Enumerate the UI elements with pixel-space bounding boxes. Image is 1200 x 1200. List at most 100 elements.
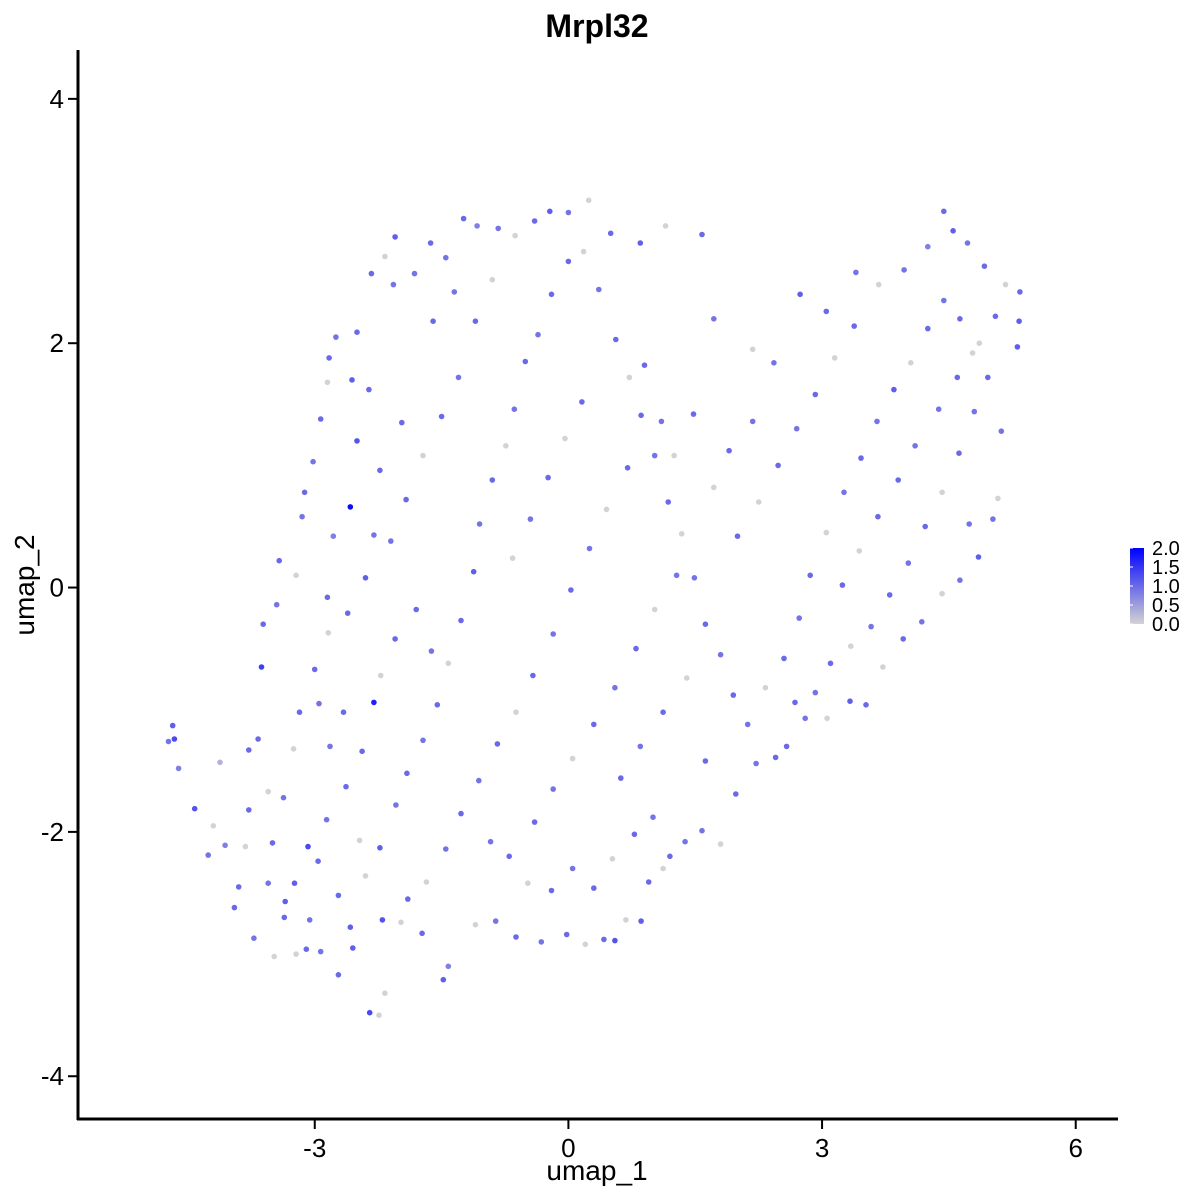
cell-point [905, 560, 912, 566]
cell-point [612, 937, 618, 944]
x-tick-label: 6 [1068, 1133, 1082, 1163]
cell-point [565, 258, 572, 265]
cell-point [354, 329, 360, 336]
cell-point [282, 898, 289, 905]
cell-point [210, 823, 217, 829]
cell-point [420, 452, 426, 459]
cell-point [793, 425, 800, 432]
cell-point [568, 587, 574, 593]
cell-point [711, 316, 717, 322]
cell-point [545, 474, 551, 481]
cell-point [880, 664, 886, 670]
cell-point [333, 334, 339, 340]
cell-point [317, 948, 324, 955]
cell-point [950, 228, 956, 234]
cell-point [255, 736, 261, 742]
cell-point [941, 208, 947, 215]
cell-point [260, 621, 267, 627]
cell-point [538, 939, 545, 945]
cell-point [874, 418, 880, 425]
cell-point [511, 406, 518, 413]
cell-point [377, 467, 383, 474]
y-tick-label: 4 [50, 84, 64, 114]
x-axis-title: umap_1 [546, 1155, 647, 1186]
cell-point [522, 358, 529, 365]
cell-point [327, 743, 333, 750]
cell-point [901, 267, 907, 273]
cell-point [326, 355, 332, 361]
cell-point [347, 924, 354, 930]
cell-point [609, 856, 616, 862]
cell-point [753, 760, 759, 767]
cell-point [434, 702, 441, 708]
cell-point [671, 452, 677, 459]
cell-point [682, 838, 688, 845]
cell-point [548, 887, 555, 894]
cell-point [324, 379, 331, 386]
cell-point [580, 248, 587, 255]
cell-point [847, 698, 853, 704]
cell-point [891, 386, 897, 393]
cell-point [349, 377, 355, 383]
cell-point [851, 323, 857, 329]
cell-point [399, 419, 405, 426]
colorbar-label: 0.0 [1152, 614, 1180, 636]
cell-point [246, 747, 252, 753]
cell-point [487, 838, 494, 845]
cell-point [470, 568, 477, 575]
x-axis-ticks: -3 0 3 6 [303, 1119, 1083, 1163]
cell-point [823, 529, 830, 536]
cell-point [954, 374, 961, 381]
cell-point [601, 936, 607, 943]
cell-point [781, 655, 787, 662]
cell-point [382, 253, 388, 260]
cell-point [445, 963, 452, 970]
cell-point [796, 615, 802, 621]
cell-point [269, 840, 276, 846]
cell-point [868, 623, 874, 630]
cell-point [366, 386, 372, 393]
y-tick-label: 2 [50, 328, 64, 358]
cell-point [350, 945, 356, 951]
colorbar-label: 0.5 [1152, 595, 1180, 617]
cell-point [702, 758, 709, 764]
cell-point [841, 489, 847, 496]
cell-point [293, 951, 299, 957]
cell-point [392, 636, 398, 642]
cell-point [660, 709, 666, 715]
cell-point [717, 841, 724, 847]
cell-point [802, 715, 808, 722]
cell-point [509, 555, 516, 561]
cell-point [440, 976, 447, 983]
cell-point [699, 827, 705, 834]
cell-point [717, 651, 724, 658]
cell-point [445, 660, 452, 667]
y-tick-label: 0 [50, 573, 64, 603]
cell-point [531, 819, 538, 825]
cell-point [650, 814, 656, 820]
cell-point [684, 675, 690, 681]
colorbar-labels: 0.00.51.01.52.0 [1130, 538, 1180, 636]
cell-point [231, 904, 238, 911]
cell-point [783, 743, 790, 750]
cell-point [343, 783, 349, 790]
cell-point [265, 788, 272, 795]
cell-point [749, 418, 756, 425]
cell-point [311, 666, 318, 673]
cell-point [638, 412, 644, 419]
cell-point [427, 240, 434, 246]
cell-point [667, 853, 673, 860]
cell-point [651, 452, 658, 459]
cell-point [310, 458, 316, 465]
cell-point [863, 702, 869, 708]
cell-point [935, 406, 942, 413]
cell-point [807, 572, 813, 579]
cell-point [476, 521, 483, 527]
cell-point [662, 223, 669, 229]
cell-point [550, 786, 556, 792]
cell-point [458, 617, 464, 624]
cell-point [900, 636, 906, 642]
cell-point [377, 845, 383, 851]
cell-point [823, 308, 830, 315]
cell-point [812, 391, 819, 398]
